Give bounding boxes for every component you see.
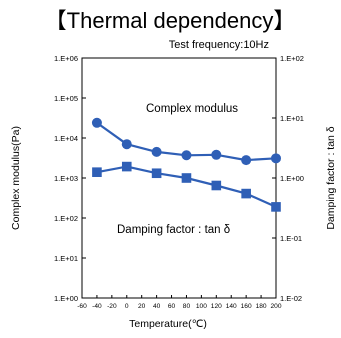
damping-factor-point — [92, 167, 102, 177]
x-tick-label: 40 — [153, 303, 161, 310]
damping-factor-point — [121, 161, 132, 172]
x-axis-title: Temperature(℃) — [129, 318, 207, 330]
complex-modulus-point — [211, 149, 222, 160]
damping-factor-point — [151, 168, 162, 179]
x-tick-label: 160 — [241, 303, 252, 310]
y-right-tick-label: 1.E+01 — [280, 114, 304, 123]
plot-frame — [81, 57, 277, 299]
complex-modulus-point — [241, 155, 252, 166]
damping-factor-annotation: Damping factor : tan δ — [117, 224, 230, 236]
complex-modulus-point — [91, 117, 102, 128]
y-left-tick-label: 1.E+02 — [54, 214, 78, 223]
y-right-tick-label: 1.E-01 — [280, 234, 302, 243]
chart-title: 【Thermal dependency】 — [45, 8, 296, 33]
chart-subtitle: Test frequency:10Hz — [169, 39, 269, 51]
y-left-tick-label: 1.E+06 — [54, 54, 78, 63]
y-left-tick-label: 1.E+01 — [54, 254, 78, 263]
x-tick-label: 60 — [168, 303, 176, 310]
y-left-tick-label: 1.E+05 — [54, 94, 78, 103]
x-tick-label: 140 — [226, 303, 237, 310]
x-tick-label: 80 — [183, 303, 191, 310]
x-tick-label: 100 — [196, 303, 207, 310]
complex-modulus-point — [181, 150, 192, 161]
y-left-tick-label: 1.E+03 — [54, 174, 78, 183]
damping-factor-line — [96, 165, 277, 208]
y-left-tick-label: 1.E+00 — [54, 294, 78, 303]
x-tick-label: 180 — [256, 303, 267, 310]
complex-modulus-point — [271, 153, 281, 164]
x-tick-label: -60 — [77, 303, 87, 310]
damping-factor-point — [181, 173, 192, 183]
y-right-axis-title: Damping factor : tan δ — [325, 126, 337, 229]
damping-factor-point — [211, 180, 222, 191]
x-tick-label: 20 — [138, 303, 146, 310]
x-tick-label: 0 — [125, 303, 129, 310]
complex-modulus-point — [121, 139, 132, 150]
x-tick-label: -20 — [107, 303, 117, 310]
complex-modulus-annotation: Complex modulus — [146, 103, 238, 115]
y-right-tick-label: 1.E+02 — [280, 54, 304, 63]
plot-area: 1.E+00 1.E+01 1.E+02 1.E+03 1.E+04 1.E+05 1.E+… — [54, 54, 304, 310]
complex-modulus-point — [151, 146, 162, 157]
y-left-axis-title: Complex modulus(Pa) — [10, 126, 22, 230]
damping-factor-point — [271, 202, 281, 212]
damping-factor-point — [241, 188, 251, 199]
x-tick-label: 120 — [211, 303, 222, 310]
y-right-tick-label: 1.E-02 — [280, 294, 302, 303]
x-tick-label: 200 — [270, 303, 281, 310]
y-left-tick-label: 1.E+04 — [54, 134, 78, 143]
y-right-tick-label: 1.E+00 — [280, 174, 304, 183]
x-tick-label: -40 — [92, 303, 102, 310]
